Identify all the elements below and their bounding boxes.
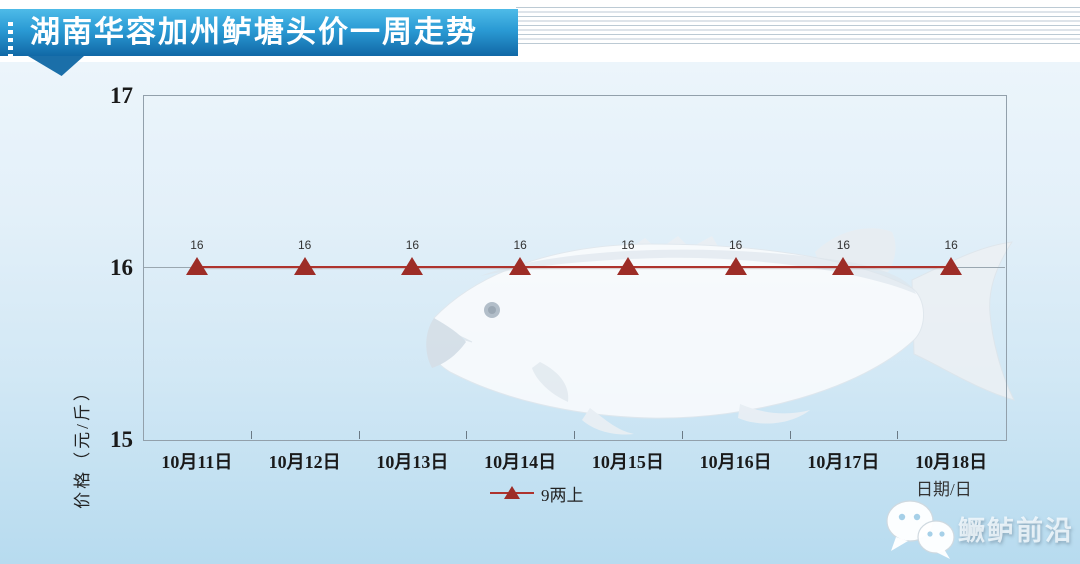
fish-image xyxy=(426,228,1015,435)
header-pinstripes-decoration xyxy=(516,7,1080,47)
plot-area xyxy=(143,95,1007,441)
dotted-bar-icon xyxy=(8,22,13,60)
data-point-label: 16 xyxy=(190,238,204,252)
x-axis-tick xyxy=(358,431,360,439)
data-point-label: 16 xyxy=(621,238,635,252)
x-axis-title: 日期/日 xyxy=(916,480,972,499)
legend-triangle-marker-icon xyxy=(504,486,520,499)
x-axis-tick xyxy=(466,431,468,439)
page-title: 湖南华容加州鲈塘头价一周走势 xyxy=(30,16,478,49)
data-point-marker xyxy=(293,257,316,275)
data-point-marker xyxy=(616,257,639,275)
x-tick-label: 10月14日 xyxy=(484,452,557,472)
data-point-label: 16 xyxy=(836,238,851,252)
y-tick-label: 15 xyxy=(110,427,133,452)
x-tick-label: 10月11日 xyxy=(161,452,233,472)
y-axis-title: 价格（元/斤） xyxy=(40,160,92,509)
x-axis-tick xyxy=(897,431,899,439)
legend: 9两上 xyxy=(490,483,584,505)
y-tick-label: 17 xyxy=(110,83,133,108)
x-tick-label: 10月12日 xyxy=(268,452,341,472)
data-point-marker xyxy=(509,257,532,275)
x-tick-label: 10月16日 xyxy=(699,452,772,472)
x-axis-tick xyxy=(681,431,683,439)
data-point-label: 16 xyxy=(944,238,958,252)
y-tick-label: 16 xyxy=(110,255,133,280)
legend-label: 9两上 xyxy=(541,485,584,505)
data-point-label: 16 xyxy=(297,238,312,252)
title-banner xyxy=(0,9,518,60)
legend-line-sample xyxy=(490,486,534,499)
x-tick-label: 10月18日 xyxy=(915,452,988,472)
wechat-icon xyxy=(886,500,955,559)
x-axis-tick xyxy=(789,431,791,439)
x-axis-tick xyxy=(574,431,575,439)
x-tick-label: 10月17日 xyxy=(807,452,880,472)
x-tick-label: 10月15日 xyxy=(591,452,664,472)
data-point-marker xyxy=(832,257,855,275)
data-point-marker xyxy=(940,257,963,275)
y-axis-title-text: 价格（元/斤） xyxy=(73,381,92,509)
series-line xyxy=(196,266,952,268)
x-tick-label: 10月13日 xyxy=(376,452,449,472)
watermark-text: 鳜鲈前沿 xyxy=(958,516,1074,546)
data-point-label: 16 xyxy=(728,238,743,252)
data-point-marker xyxy=(185,257,208,275)
x-axis-tick xyxy=(250,431,252,439)
data-point-marker xyxy=(724,257,747,275)
data-point-marker xyxy=(401,257,424,275)
data-point-label: 16 xyxy=(405,238,420,252)
data-point-label: 16 xyxy=(513,238,527,252)
